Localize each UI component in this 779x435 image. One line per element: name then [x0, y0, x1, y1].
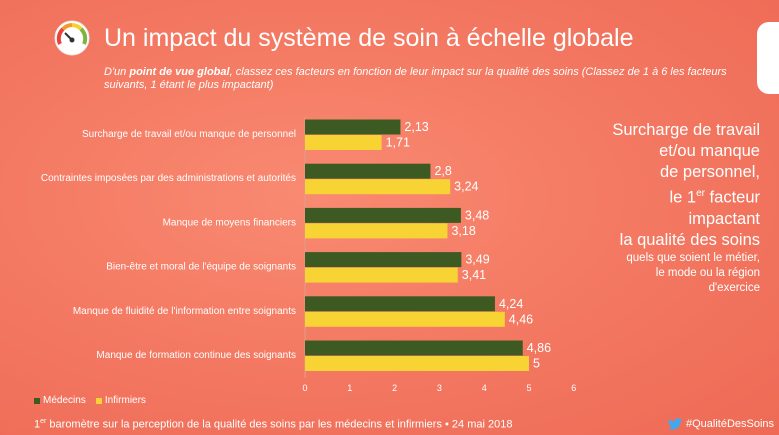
- insight-line: et/ou manque: [659, 142, 760, 160]
- data-label: 4,24: [499, 297, 523, 311]
- x-tick-label: 3: [437, 383, 442, 393]
- data-label: 3,48: [465, 208, 489, 222]
- data-label: 3,49: [465, 253, 489, 267]
- category-label: Manque de moyens financiers: [163, 217, 296, 228]
- insight-line: de personnel,: [660, 163, 760, 181]
- data-label: 4,86: [527, 341, 551, 355]
- data-label: 4,46: [509, 312, 533, 326]
- bar-medecins: [305, 207, 461, 223]
- bar-infirmiers: [305, 179, 451, 195]
- chart-legend: Médecins Infirmiers: [34, 395, 146, 406]
- category-label: Surcharge de travail et/ou manque de per…: [82, 129, 296, 140]
- footer-source: 1er baromètre sur la perception de la qu…: [34, 418, 513, 431]
- bar-medecins: [305, 340, 523, 356]
- x-tick-label: 5: [526, 383, 531, 393]
- x-tick-label: 0: [302, 383, 307, 393]
- page-subtitle: D'un point de vue global, classez ces fa…: [104, 66, 727, 91]
- insight-note: d'exercice: [708, 281, 760, 294]
- x-tick-label: 1: [347, 383, 352, 393]
- data-label: 2,13: [404, 120, 428, 134]
- bar-medecins: [305, 163, 431, 179]
- bar-infirmiers: [305, 267, 458, 283]
- page-title: Un impact du système de soin à échelle g…: [104, 24, 634, 52]
- data-label: 2,8: [434, 164, 451, 178]
- hashtag-text: #QualitéDesSoins: [686, 418, 775, 430]
- x-tick-label: 4: [482, 383, 487, 393]
- bar-medecins: [305, 119, 401, 135]
- corner-decoration: [757, 22, 779, 94]
- insight-rank: le 1er facteur: [669, 188, 760, 207]
- x-tick-label: 6: [571, 383, 576, 393]
- legend-swatch-infirmiers: [95, 397, 102, 404]
- bar-infirmiers: [305, 135, 382, 150]
- legend-item-infirmiers: Infirmiers: [95, 395, 146, 406]
- legend-item-medecins: Médecins: [34, 395, 86, 406]
- insight-line: impactant: [688, 209, 760, 228]
- twitter-bird-icon: [668, 418, 682, 430]
- bar-medecins: [305, 252, 462, 268]
- bar-infirmiers: [305, 356, 529, 371]
- category-label: Bien-être et moral de l'équipe de soigna…: [106, 262, 296, 273]
- speedometer-icon: [54, 20, 90, 56]
- bar-infirmiers: [305, 311, 505, 327]
- category-label: Manque de fluidité de l'information entr…: [73, 306, 296, 317]
- insight-note: le mode ou la région: [655, 266, 760, 279]
- data-label: 3,41: [462, 268, 486, 282]
- category-label: Contraintes imposées par des administrat…: [41, 173, 296, 184]
- insight-line: la qualité des soins: [619, 230, 760, 249]
- category-label: Manque de formation continue des soignan…: [96, 350, 296, 361]
- bar-infirmiers: [305, 223, 448, 239]
- bar-medecins: [305, 296, 495, 312]
- data-label: 5: [533, 357, 540, 371]
- data-label: 1,71: [386, 136, 410, 150]
- hashtag[interactable]: #QualitéDesSoins: [668, 418, 774, 430]
- insight-note: quels que soient le métier,: [626, 251, 760, 264]
- legend-swatch-medecins: [34, 397, 40, 404]
- data-label: 3,24: [454, 180, 478, 194]
- key-insight: Surcharge de travail et/ou manque de per…: [578, 120, 760, 296]
- insight-line: Surcharge de travail: [612, 121, 760, 139]
- x-tick-label: 2: [392, 383, 397, 393]
- data-label: 3,18: [451, 224, 475, 238]
